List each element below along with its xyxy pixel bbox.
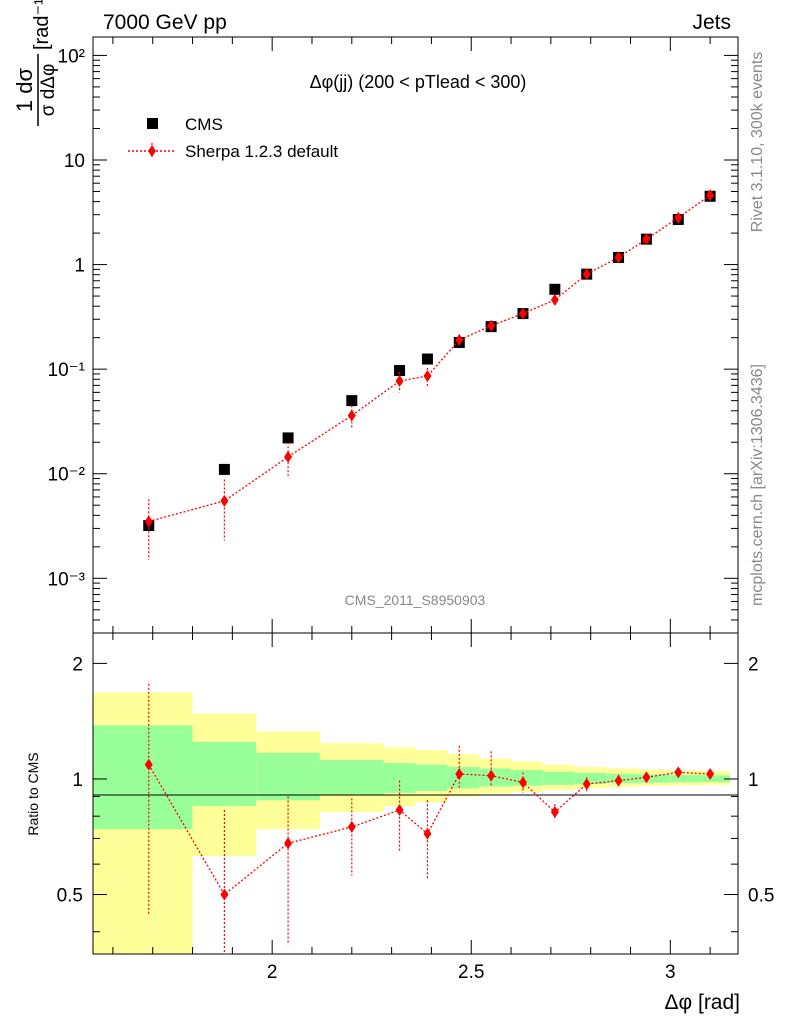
ratio-x-ticks: 2 2.5 3 [112, 633, 711, 983]
y-tick-label: 1 [74, 256, 85, 277]
energy-label: 7000 GeV pp [103, 11, 227, 34]
sherpa-marker [614, 251, 623, 264]
sherpa-marker [519, 307, 527, 320]
sherpa-marker [220, 494, 229, 507]
band-inner [383, 763, 416, 793]
ratio-sherpa-marker [582, 778, 591, 791]
ratio-sherpa-marker [455, 768, 464, 781]
sherpa-marker [395, 375, 404, 388]
sherpa-marker [642, 233, 651, 246]
ratio-sherpa-marker [395, 804, 404, 817]
band-inner [447, 766, 480, 789]
mcplots-label: mcplots.cern.ch [arXiv:1306.3436] [749, 364, 766, 606]
main-panel: 10⁻³ 10⁻² 10⁻¹ 1 10 10² 1 dσ σ dΔφ [rad⁻¹] Δφ… [12, 0, 739, 634]
ratio-tick-label: 0.5 [57, 886, 83, 907]
x-tick-label: 2.5 [458, 962, 484, 983]
legend-label-sherpa: Sherpa 1.2.3 default [185, 142, 338, 161]
ratio-tick-label-right: 0.5 [748, 886, 774, 907]
legend: CMS Sherpa 1.2.3 default [128, 115, 338, 161]
y-label-numerator: 1 dσ [12, 68, 37, 113]
ratio-sherpa-marker [642, 771, 651, 784]
ratio-tick-label: 2 [72, 654, 83, 675]
main-x-ticks [112, 37, 711, 633]
cms-marker [394, 365, 406, 377]
band-inner [256, 752, 320, 801]
band-inner [542, 771, 575, 785]
band-inner [670, 774, 703, 783]
main-title: Δφ(jj) (200 < pTlead < 300) [310, 72, 527, 92]
y-tick-label: 10⁻¹ [48, 360, 86, 381]
cms-marker [346, 395, 358, 407]
sherpa-marker [582, 268, 591, 281]
ratio-bands [93, 692, 731, 954]
main-data [143, 189, 716, 560]
rivet-label: Rivet 3.1.10, 300k events [749, 52, 766, 233]
y-label-unit: [rad⁻¹] [31, 0, 53, 50]
sherpa-marker [455, 334, 464, 347]
band-inner [606, 773, 639, 784]
band-inner [93, 725, 193, 830]
main-y-ticks: 10⁻³ 10⁻² 10⁻¹ 1 10 10² [48, 46, 738, 634]
legend-label-cms: CMS [185, 115, 223, 134]
ratio-sherpa-marker [550, 806, 559, 819]
legend-marker-cms [147, 118, 158, 129]
ratio-tick-label-right: 2 [748, 654, 759, 675]
y-label-denominator: σ dΔφ [38, 64, 59, 117]
ratio-data [144, 683, 715, 954]
x-tick-label: 3 [665, 962, 676, 983]
sherpa-marker [550, 293, 559, 306]
ratio-sherpa-marker [423, 827, 432, 840]
ratio-tick-label-right: 1 [748, 770, 759, 791]
ratio-sherpa-marker [347, 820, 356, 833]
y-tick-label: 10² [58, 46, 85, 67]
ratio-sherpa-marker [284, 837, 293, 850]
band-inner [319, 760, 384, 795]
sherpa-marker [487, 319, 496, 332]
band-inner [511, 770, 543, 786]
band-inner [479, 768, 512, 787]
y-tick-label: 10 [64, 151, 85, 172]
band-inner [192, 741, 257, 807]
band-inner [415, 764, 448, 792]
band-inner [702, 775, 731, 782]
ratio-sherpa-marker [519, 776, 527, 789]
ratio-y-label: Ratio to CMS [25, 752, 41, 835]
sherpa-marker [284, 450, 293, 463]
band-inner [574, 772, 607, 785]
ratio-sherpa-marker [674, 766, 683, 779]
ratio-sherpa-marker [706, 768, 715, 781]
main-y-label: 1 dσ σ dΔφ [rad⁻¹] [12, 0, 59, 126]
ratio-frame [92, 632, 739, 955]
x-tick-label: 2 [267, 962, 278, 983]
sherpa-marker [144, 515, 153, 528]
ratio-tick-label: 1 [72, 770, 83, 791]
legend-marker-sherpa [148, 145, 156, 157]
sherpa-marker [423, 370, 432, 383]
sherpa-marker [706, 189, 715, 202]
ratio-sherpa-marker [487, 769, 496, 782]
ratio-sherpa-marker [144, 758, 153, 771]
sherpa-marker [347, 409, 356, 422]
cms-marker [282, 432, 294, 444]
y-tick-label: 10⁻² [48, 465, 86, 486]
band-inner [638, 774, 671, 783]
ratio-y-ticks: 0.5 0.5 1 1 2 2 [57, 654, 774, 933]
cms-marker [421, 353, 433, 365]
ratio-sherpa-marker [614, 774, 623, 787]
ratio-panel: 0.5 0.51 12 2 2 2.5 3 Ratio to CMS Δφ [rad] [25, 632, 774, 1014]
cms-marker [218, 463, 230, 475]
ratio-sherpa-marker [220, 888, 229, 901]
x-axis-label: Δφ [rad] [665, 991, 741, 1014]
cms-marker [549, 283, 561, 295]
jets-label: Jets [692, 11, 731, 34]
sherpa-marker [674, 211, 683, 224]
y-tick-label: 10⁻³ [48, 569, 86, 590]
analysis-watermark: CMS_2011_S8950903 [345, 592, 486, 608]
